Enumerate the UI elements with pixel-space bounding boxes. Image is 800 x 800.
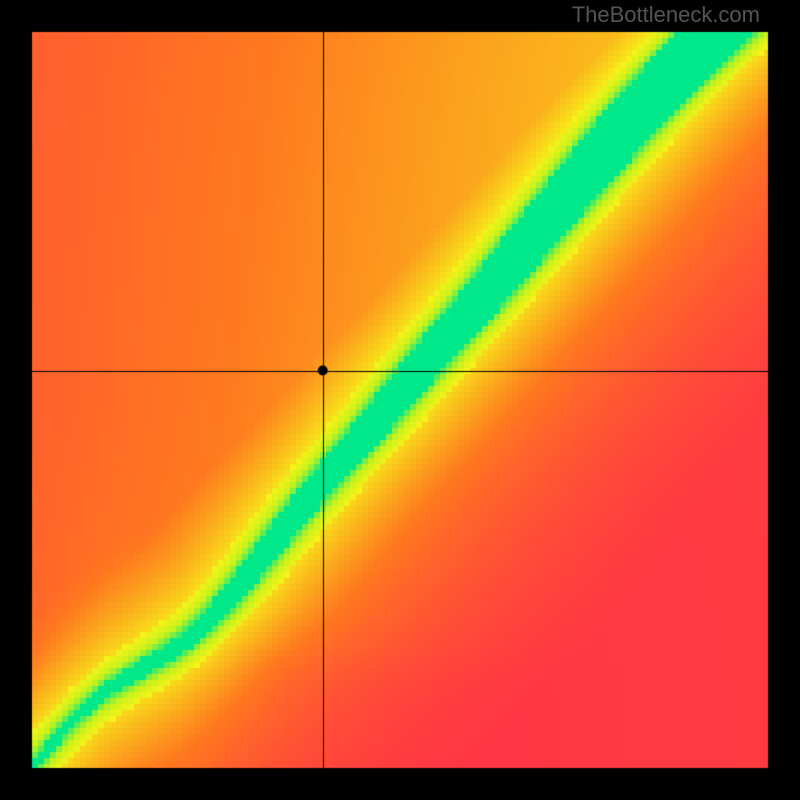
- watermark-text: TheBottleneck.com: [572, 2, 760, 28]
- heatmap-canvas: [0, 0, 800, 800]
- chart-container: TheBottleneck.com: [0, 0, 800, 800]
